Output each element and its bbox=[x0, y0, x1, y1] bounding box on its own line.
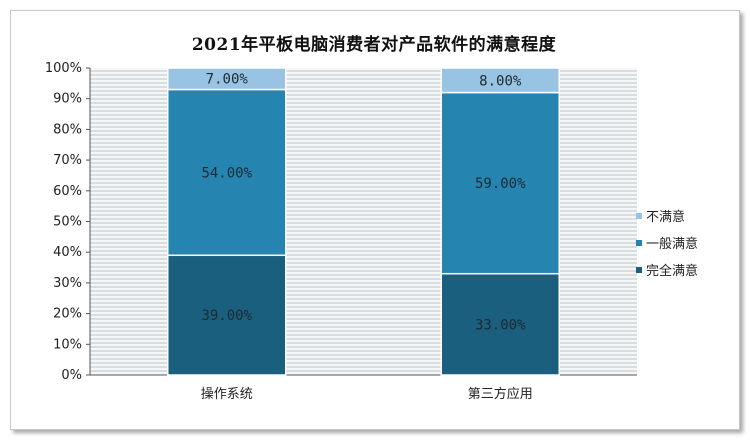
legend-label-fully-satisfied: 完全满意 bbox=[646, 264, 699, 279]
y-tick-label: 60% bbox=[53, 184, 82, 199]
x-tick-label: 操作系统 bbox=[201, 386, 253, 402]
bar-data-label: 7.00% bbox=[206, 72, 249, 88]
legend-swatch-fairly-satisfied bbox=[636, 239, 642, 246]
chart-title: 2021年平板电脑消费者对产品软件的满意程度 bbox=[191, 35, 557, 55]
y-tick-label: 30% bbox=[53, 276, 82, 291]
bar-segment bbox=[167, 88, 287, 257]
legend-item-dissatisfied: 不满意 bbox=[636, 206, 685, 225]
y-tick-label: 10% bbox=[53, 337, 82, 352]
bar-segment bbox=[167, 254, 287, 376]
y-tick-label: 40% bbox=[53, 245, 82, 260]
bar-data-label: 59.00% bbox=[475, 176, 526, 192]
bar-segment bbox=[167, 67, 287, 91]
legend-item-fully-satisfied: 完全满意 bbox=[636, 260, 698, 279]
bar-data-label: 39.00% bbox=[201, 308, 252, 324]
bar-data-label: 33.00% bbox=[475, 317, 526, 333]
bar-data-label: 8.00% bbox=[479, 73, 522, 89]
y-tick-label: 100% bbox=[45, 61, 82, 76]
y-tick-label: 20% bbox=[53, 307, 82, 322]
legend-label-fairly-satisfied: 一般满意 bbox=[646, 237, 699, 252]
bar-segment bbox=[440, 91, 560, 275]
y-tick-label: 80% bbox=[53, 122, 82, 137]
legend-label-dissatisfied: 不满意 bbox=[646, 210, 686, 225]
y-tick-label: 0% bbox=[61, 368, 82, 383]
legend-swatch-fully-satisfied bbox=[636, 266, 642, 273]
legend-swatch-dissatisfied bbox=[636, 212, 642, 219]
y-tick-label: 50% bbox=[53, 215, 82, 230]
bar-data-label: 54.00% bbox=[201, 165, 252, 181]
x-tick-label: 第三方应用 bbox=[468, 386, 533, 402]
y-tick-label: 70% bbox=[53, 153, 82, 168]
legend-item-fairly-satisfied: 一般满意 bbox=[636, 233, 698, 252]
y-tick-label: 90% bbox=[53, 92, 82, 107]
bar-segment bbox=[440, 67, 560, 94]
